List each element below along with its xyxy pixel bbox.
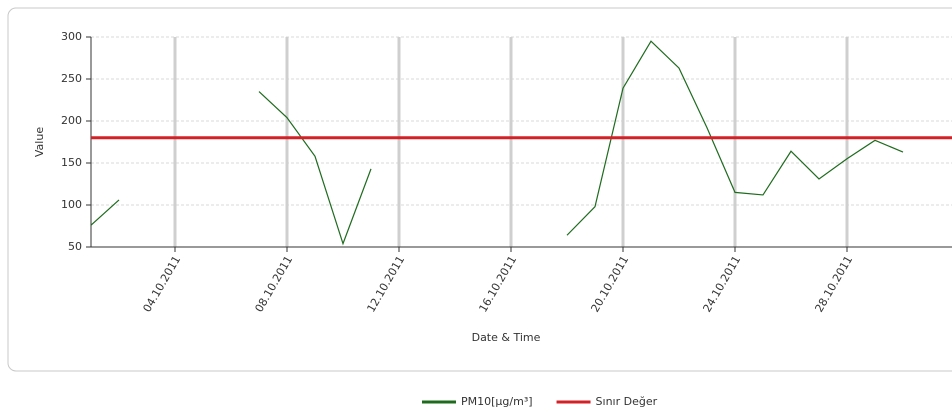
y-tick-label: 200 bbox=[61, 114, 82, 127]
y-tick-label: 50 bbox=[68, 240, 82, 253]
data-line bbox=[90, 40, 904, 246]
y-tick-label: 150 bbox=[61, 156, 82, 169]
y-axis-label: Value bbox=[33, 127, 46, 157]
chart-frame bbox=[7, 7, 952, 372]
y-tick-label: 100 bbox=[61, 198, 82, 211]
legend-label: Sınır Değer bbox=[596, 395, 658, 408]
y-tick-label: 300 bbox=[61, 30, 82, 43]
x-axis-label: Date & Time bbox=[472, 331, 541, 344]
y-tick-label: 250 bbox=[61, 72, 82, 85]
legend-label: PM10[µg/m³] bbox=[461, 395, 533, 408]
